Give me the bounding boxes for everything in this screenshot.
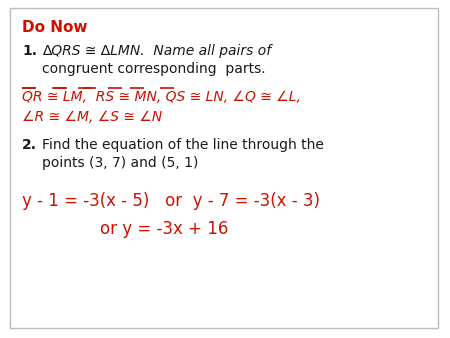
Text: ∆QRS ≅ ∆LMN.  Name all pairs of: ∆QRS ≅ ∆LMN. Name all pairs of — [42, 44, 271, 58]
Text: or y = -3x + 16: or y = -3x + 16 — [100, 220, 228, 238]
Text: 2.: 2. — [22, 138, 37, 152]
Text: Find the equation of the line through the: Find the equation of the line through th… — [42, 138, 324, 152]
Text: ∠R ≅ ∠M, ∠S ≅ ∠N: ∠R ≅ ∠M, ∠S ≅ ∠N — [22, 110, 162, 124]
Text: y - 1 = -3(x - 5)   or  y - 7 = -3(x - 3): y - 1 = -3(x - 5) or y - 7 = -3(x - 3) — [22, 192, 320, 210]
FancyBboxPatch shape — [10, 8, 438, 328]
Text: 1.: 1. — [22, 44, 37, 58]
Text: congruent corresponding  parts.: congruent corresponding parts. — [42, 62, 266, 76]
Text: QR ≅ LM,  RS ≅ MN, QS ≅ LN, ∠Q ≅ ∠L,: QR ≅ LM, RS ≅ MN, QS ≅ LN, ∠Q ≅ ∠L, — [22, 90, 301, 104]
Text: points (3, 7) and (5, 1): points (3, 7) and (5, 1) — [42, 156, 198, 170]
Text: Do Now: Do Now — [22, 20, 87, 35]
